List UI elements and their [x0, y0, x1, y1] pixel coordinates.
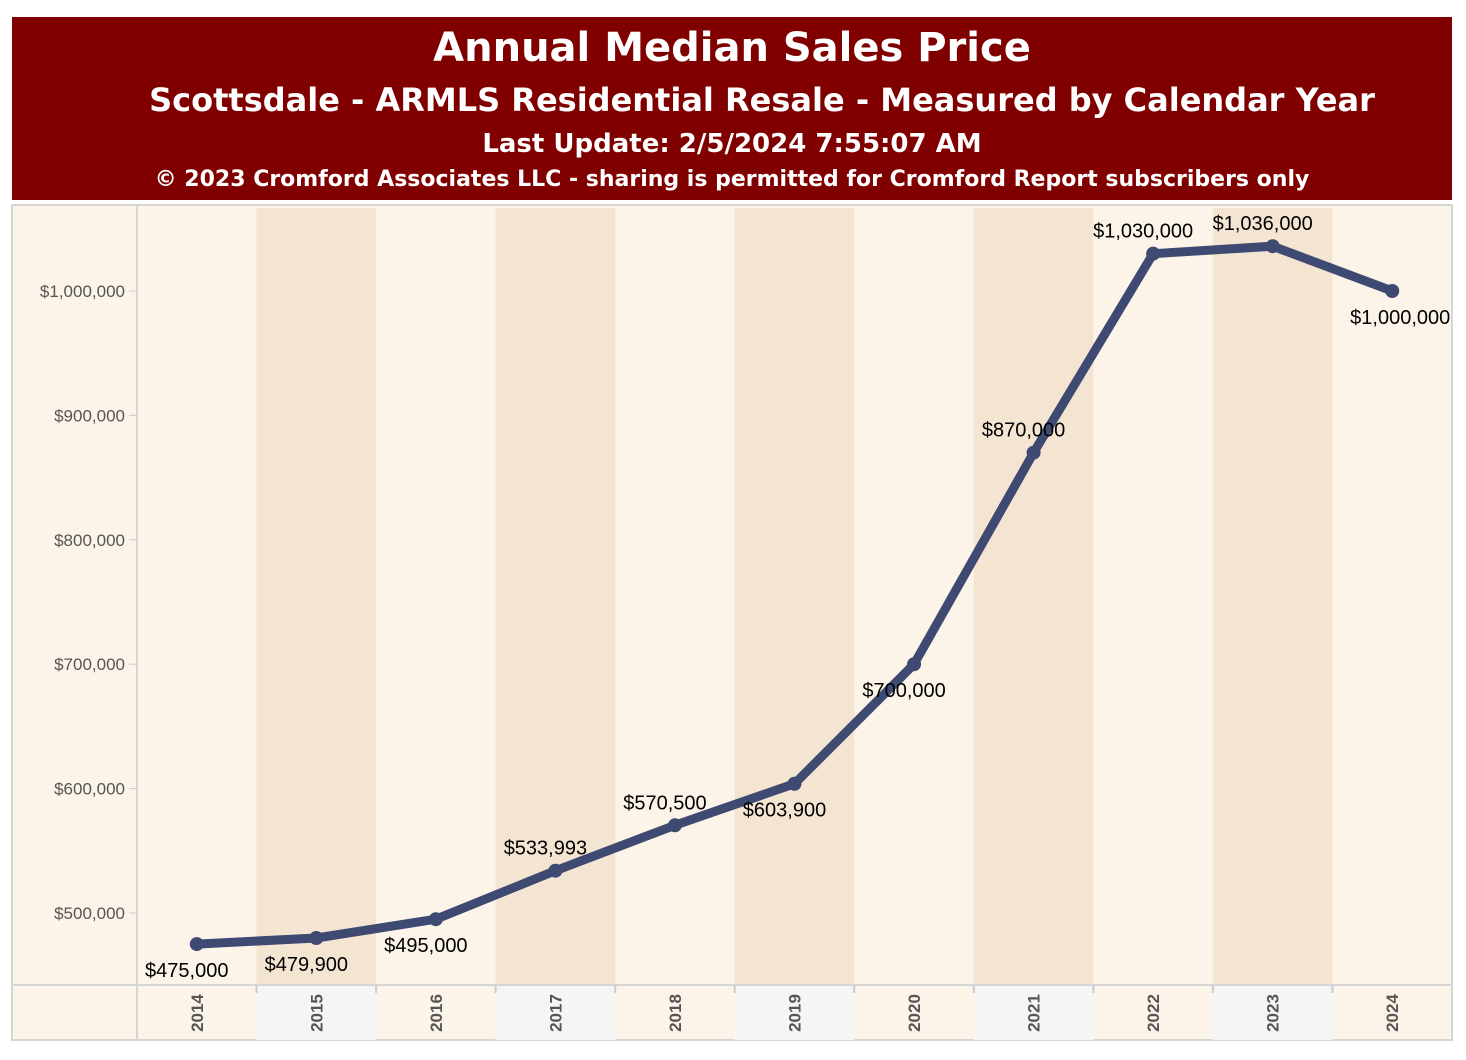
data-point	[1385, 284, 1400, 298]
x-tick-label: 2014	[188, 994, 207, 1032]
column-band	[1212, 208, 1333, 985]
data-label: $1,036,000	[1213, 213, 1313, 235]
data-label: $479,900	[265, 954, 348, 976]
data-label: $1,030,000	[1093, 221, 1193, 243]
axis-band	[734, 985, 855, 1040]
axis-band	[1212, 985, 1333, 1040]
data-label: $475,000	[145, 960, 228, 982]
data-point	[1265, 239, 1280, 254]
axis-band	[256, 985, 377, 1040]
x-tick-label: 2018	[666, 994, 685, 1032]
x-tick-label: 2017	[546, 994, 565, 1032]
y-tick-label: $600,000	[54, 780, 125, 799]
x-tick-label: 2022	[1144, 994, 1163, 1032]
data-label: $570,500	[623, 792, 706, 814]
data-label: $700,000	[862, 680, 945, 702]
chart-header: Annual Median Sales Price Scottsdale - A…	[12, 17, 1452, 200]
y-tick-label: $800,000	[54, 531, 125, 550]
data-point	[189, 937, 204, 952]
data-point	[309, 931, 324, 946]
y-tick-label: $1,000,000	[40, 282, 125, 301]
column-band	[973, 208, 1094, 985]
column-band	[256, 208, 377, 985]
data-label: $1,000,000	[1350, 307, 1450, 329]
chart-subtitle: Scottsdale - ARMLS Residential Resale - …	[149, 81, 1375, 119]
x-tick-label: 2021	[1025, 994, 1044, 1032]
copyright: © 2023 Cromford Associates LLC - sharing…	[154, 167, 1310, 192]
x-tick-label: 2019	[786, 994, 805, 1032]
x-tick-label: 2023	[1264, 994, 1283, 1032]
x-tick-label: 2020	[905, 994, 924, 1032]
y-tick-label: $500,000	[54, 904, 125, 923]
data-point	[428, 912, 443, 927]
x-tick-label: 2024	[1383, 994, 1402, 1032]
last-update: Last Update: 2/5/2024 7:55:07 AM	[482, 129, 982, 159]
data-point	[907, 657, 922, 672]
data-point	[1146, 246, 1161, 261]
data-point	[667, 818, 682, 833]
plot-background	[11, 204, 1453, 1041]
data-point	[1026, 445, 1041, 460]
data-label: $870,000	[982, 420, 1065, 442]
y-tick-label: $900,000	[54, 406, 125, 425]
data-point	[787, 776, 802, 791]
x-tick-label: 2016	[427, 994, 446, 1032]
axis-band	[973, 985, 1094, 1040]
data-point	[548, 863, 563, 878]
chart-title: Annual Median Sales Price	[433, 25, 1031, 71]
data-label: $603,900	[743, 800, 826, 822]
y-tick-label: $700,000	[54, 655, 125, 674]
data-label: $495,000	[384, 935, 467, 957]
x-tick-label: 2015	[307, 994, 326, 1032]
column-band	[734, 208, 855, 985]
axis-band	[495, 985, 616, 1040]
data-label: $533,993	[504, 838, 587, 860]
